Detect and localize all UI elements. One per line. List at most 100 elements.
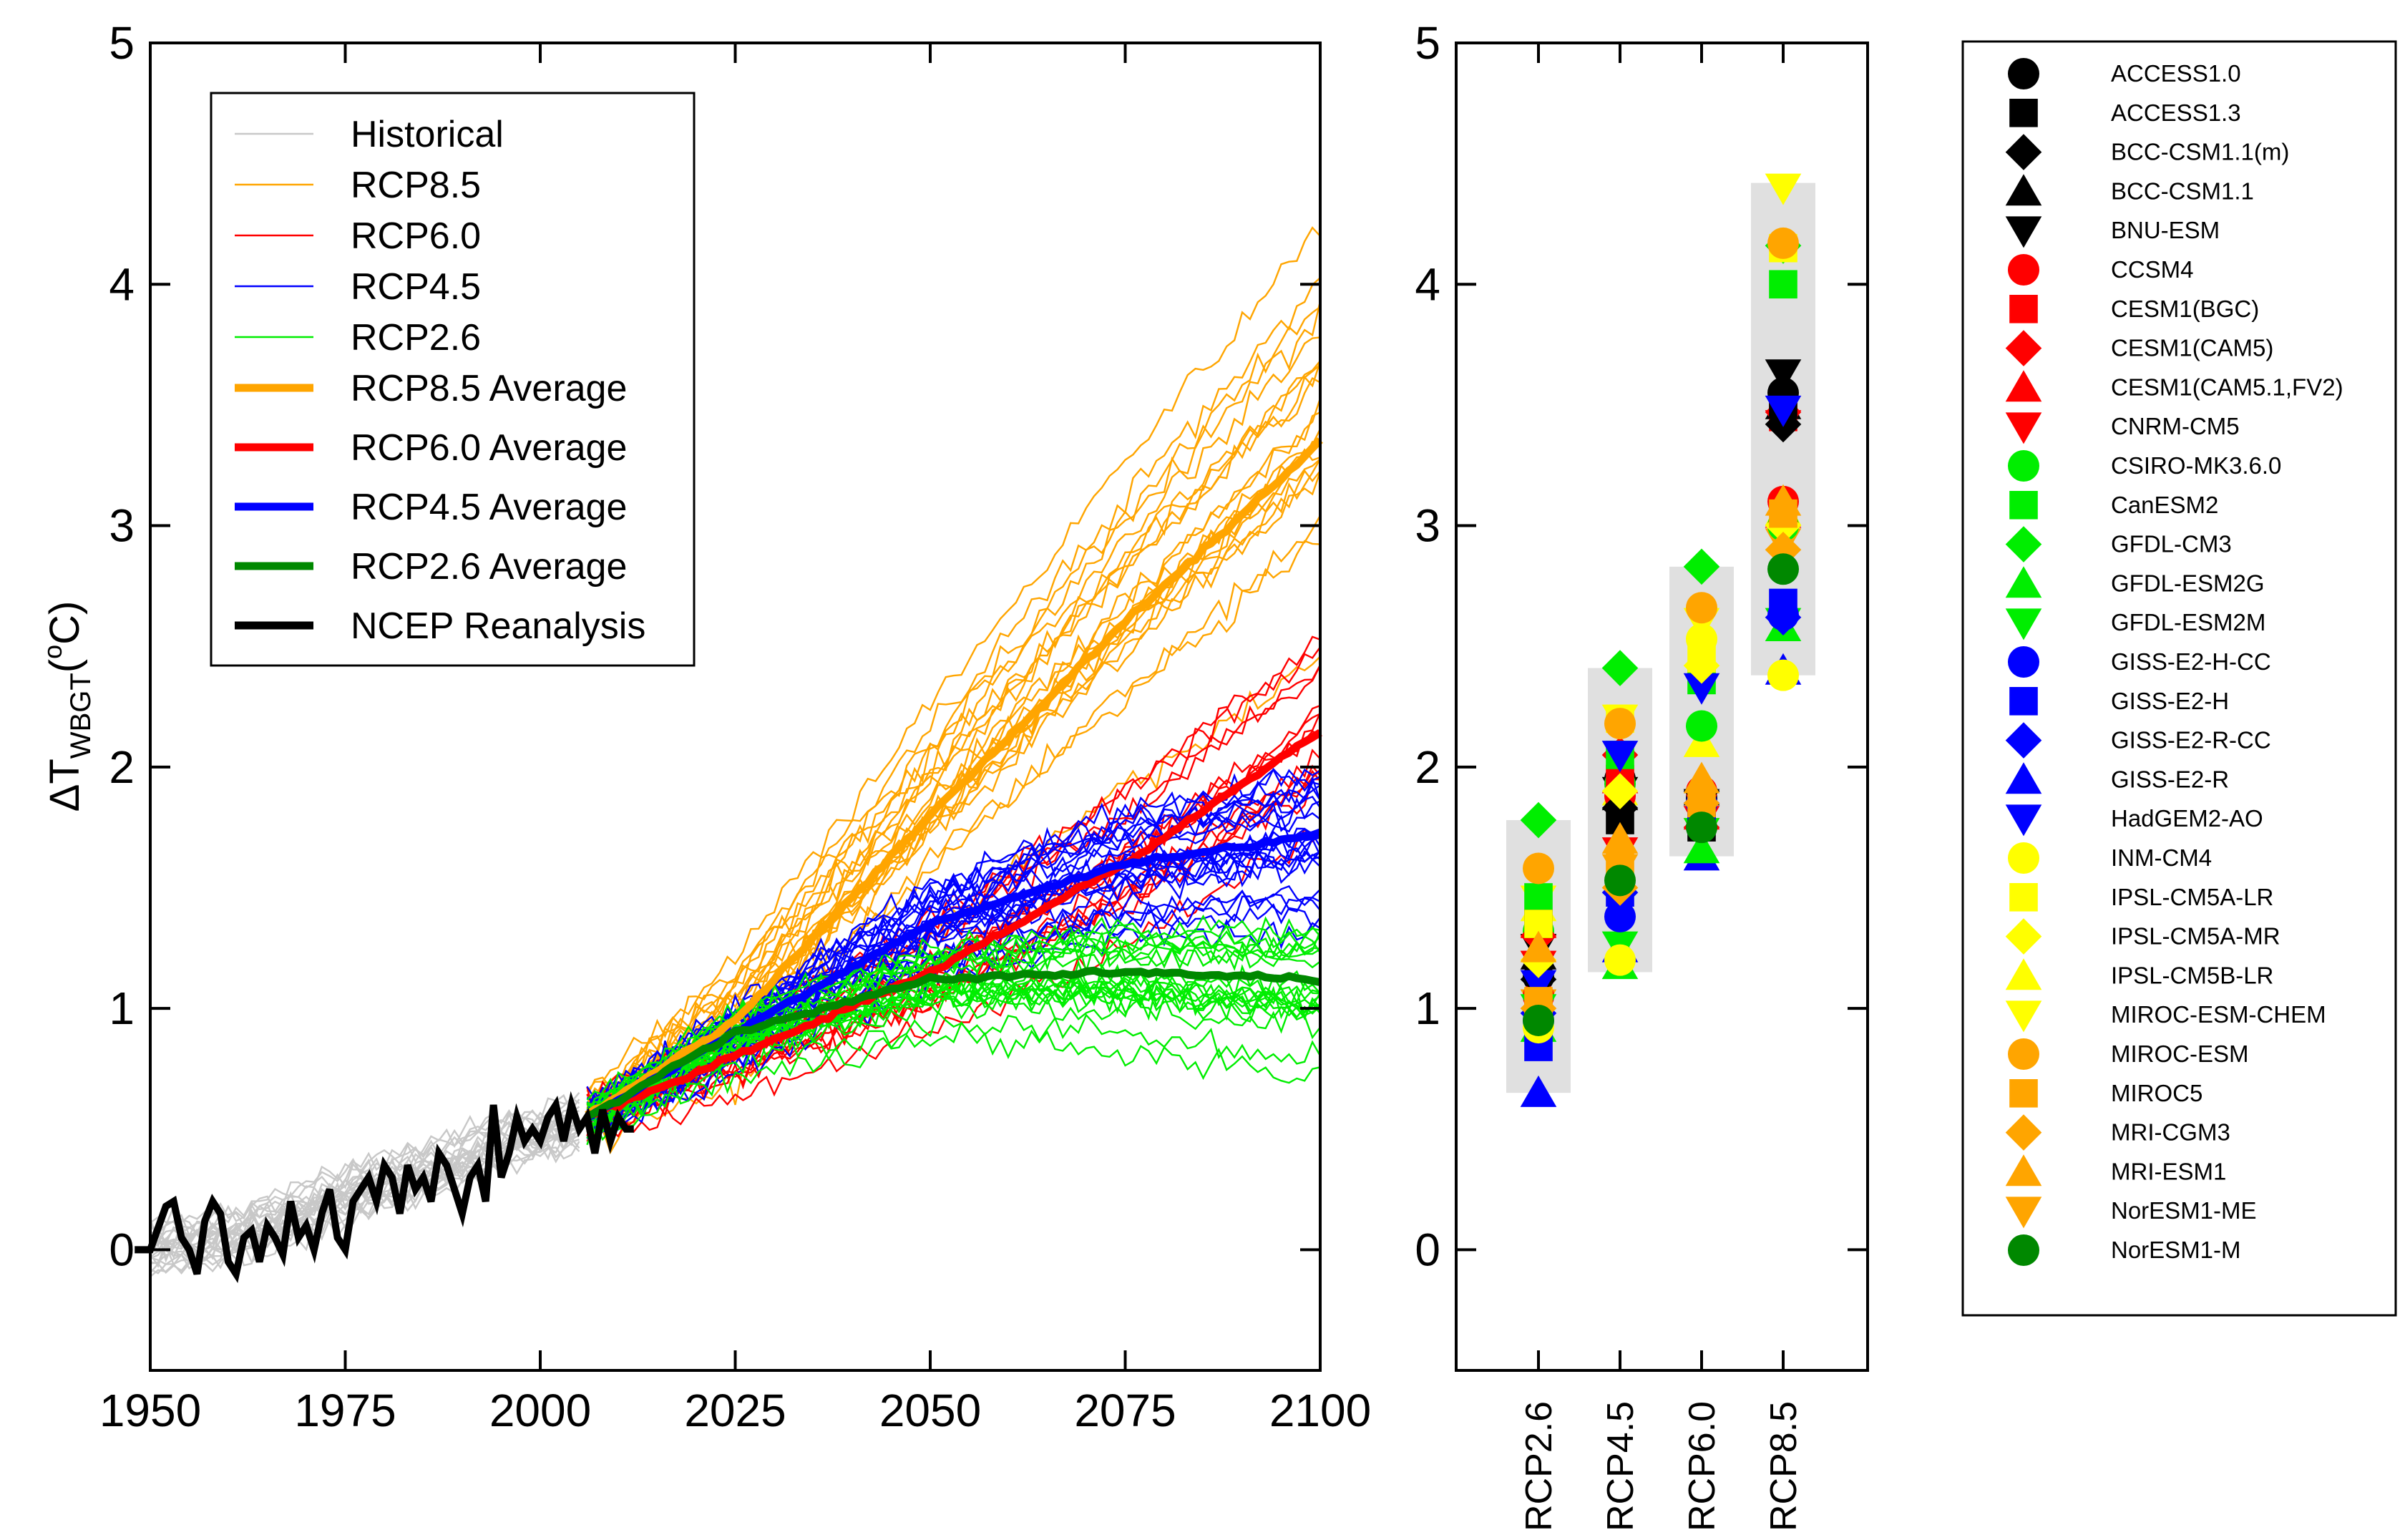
model-legend-label: NorESM1-ME — [2111, 1197, 2257, 1224]
average-line-rcp8-5-average — [585, 437, 1323, 1119]
legend-marker-access1-3 — [2009, 99, 2038, 127]
model-legend-label: CESM1(CAM5) — [2111, 335, 2273, 361]
legend-label: RCP4.5 — [351, 266, 481, 308]
x-tick-label: 2025 — [684, 1385, 786, 1436]
legend-marker-miroc-esm-chem — [2005, 1000, 2042, 1033]
scatter-point-ipsl-cm5a-mr — [1601, 773, 1639, 809]
scatter-point-giss-e2-r — [1520, 1075, 1557, 1107]
legend-marker-ccsm4 — [2008, 254, 2039, 286]
y-tick-label: 1 — [1415, 983, 1440, 1034]
legend-box — [210, 92, 696, 667]
x-tick-label: 2050 — [879, 1385, 981, 1436]
legend-marker-hadgem2-ao — [2005, 804, 2042, 837]
model-legend-label: GISS-E2-H — [2111, 688, 2229, 714]
legend-marker-ipsl-cm5a-lr — [2009, 883, 2038, 912]
scatter-point-giss-e2-r-cc — [1765, 599, 1802, 636]
model-legend-label: ACCESS1.0 — [2111, 60, 2241, 87]
y-tick-label: 3 — [109, 500, 135, 552]
model-legend-label: GISS-E2-H-CC — [2111, 648, 2271, 675]
ensemble-line-rcp2-6 — [586, 979, 1322, 1126]
ensemble-line-rcp8-5 — [586, 360, 1321, 1109]
scatter-point-bnu-esm — [1765, 359, 1802, 391]
legend-label: RCP8.5 — [351, 165, 481, 206]
ensemble-line-rcp8-5 — [586, 226, 1321, 1093]
model-legend-label: MRI-CGM3 — [2111, 1119, 2230, 1146]
model-legend-label: MIROC-ESM — [2111, 1041, 2249, 1067]
scatter-point-noresm1-m — [1686, 812, 1717, 844]
model-legend-label: CSIRO-MK3.6.0 — [2111, 452, 2281, 479]
legend-marker-gfdl-esm2g — [2005, 566, 2042, 598]
x-tick-label: 2075 — [1074, 1385, 1176, 1436]
model-legend-label: BCC-CSM1.1 — [2111, 177, 2254, 204]
scatter-point-inm-cm4 — [1604, 944, 1636, 976]
legend-label: RCP6.0 Average — [351, 427, 627, 469]
ensemble-line-rcp4-5 — [586, 847, 1321, 1126]
y-axis-label-subscript: WBGT — [65, 673, 97, 759]
legend-marker-cesm1-cam5-1-fv2- — [2005, 370, 2042, 402]
y-axis-label-symbol: ΔT — [42, 759, 88, 812]
ncep-reanalysis-line — [135, 1091, 634, 1283]
model-legend-label: CESM1(CAM5.1,FV2) — [2111, 374, 2343, 400]
model-legend-label: HadGEM2-AO — [2111, 805, 2263, 832]
scatter-point-canesm2 — [1524, 883, 1553, 912]
model-legend-label: IPSL-CM5A-MR — [2111, 923, 2280, 950]
legend-marker-giss-e2-h-cc — [2008, 646, 2039, 678]
model-legend-label: CCSM4 — [2111, 256, 2194, 283]
y-tick-label: 4 — [1415, 258, 1440, 310]
ensemble-line-rcp4-5 — [586, 795, 1321, 1106]
model-legend-label: BCC-CSM1.1(m) — [2111, 139, 2289, 165]
y-axis-label-degree: o — [38, 645, 67, 659]
model-legend-label: IPSL-CM5A-LR — [2111, 884, 2273, 910]
model-legend-label: ACCESS1.3 — [2111, 99, 2241, 126]
x-tick-label: 1975 — [294, 1385, 396, 1436]
scatter-point-miroc-esm — [1767, 227, 1799, 259]
legend-label: NCEP Reanalysis — [351, 605, 645, 647]
model-legend-label: CESM1(BGC) — [2111, 296, 2259, 322]
model-legend-label: GFDL-ESM2M — [2111, 609, 2265, 635]
y-tick-label: 3 — [1415, 500, 1440, 552]
model-legend-label: MRI-ESM1 — [2111, 1158, 2226, 1184]
model-legend: ACCESS1.0 ACCESS1.3 BCC-CSM1.1(m) BCC-CSM1.… — [1961, 40, 2397, 1317]
legend-marker-gfdl-esm2m — [2005, 608, 2042, 640]
y-tick-label: 0 — [109, 1224, 135, 1275]
ensemble-line-rcp2-6 — [586, 914, 1321, 1101]
model-legend-label: MIROC-ESM-CHEM — [2111, 1001, 2326, 1028]
legend-marker-cesm1-cam5- — [2005, 330, 2042, 366]
legend-marker-access1-0 — [2008, 58, 2039, 89]
legend-marker-bcc-csm1-1 — [2005, 174, 2042, 206]
category-label: RCP6.0 — [1682, 1401, 1723, 1531]
legend-marker-inm-cm4 — [2008, 842, 2039, 874]
time-series-panel: 1950 1975 2000 2025 2050 2075 2100 0 1 2 3 4 5 ΔTWBG… — [38, 17, 1371, 1436]
y-axis-label-unit: (oC) — [38, 601, 88, 673]
legend-marker-noresm1-m — [2008, 1234, 2039, 1266]
ensemble-line-rcp8-5 — [587, 656, 1321, 1154]
legend-marker-miroc5 — [2009, 1079, 2038, 1108]
scatter-point-mri-esm1 — [1520, 930, 1557, 962]
ensemble-line-rcp4-5 — [586, 796, 1321, 1121]
scatter-point-giss-e2-h-cc — [1604, 900, 1636, 932]
legend-label: RCP4.5 Average — [351, 487, 627, 528]
scatter-point-mri-esm1 — [1601, 822, 1639, 854]
legend-marker-ipsl-cm5b-lr — [2005, 958, 2042, 990]
scatter-point-gfdl-cm3 — [1520, 801, 1557, 839]
legend-marker-cnrm-cm5 — [2005, 412, 2042, 444]
scatter-point-gfdl-cm3 — [1683, 548, 1720, 585]
legend-marker-miroc-esm — [2008, 1038, 2039, 1070]
model-legend-label: MIROC5 — [2111, 1080, 2202, 1106]
scatter-point-noresm1-m — [1767, 553, 1799, 585]
y-tick-label: 4 — [109, 258, 135, 310]
scatter-point-hadgem2-ao — [1601, 741, 1639, 773]
y-tick-label: 1 — [109, 983, 135, 1034]
scatter-point-csiro-mk3-6-0 — [1686, 710, 1717, 742]
category-label: RCP2.6 — [1518, 1401, 1560, 1531]
ensemble-line-rcp8-5 — [586, 376, 1321, 1105]
ensemble-line-rcp2-6 — [587, 984, 1320, 1134]
ensemble-line-rcp8-5 — [586, 361, 1322, 1110]
ensemble-line-rcp2-6 — [587, 1020, 1321, 1134]
legend-marker-cesm1-bgc- — [2009, 295, 2038, 323]
scatter-point-canesm2 — [1769, 270, 1797, 299]
y-tick-label: 5 — [109, 17, 135, 69]
model-legend-label: NorESM1-M — [2111, 1237, 2241, 1263]
scatter-point-miroc-esm — [1604, 708, 1636, 740]
model-legend-label: INM-CM4 — [2111, 844, 2212, 871]
